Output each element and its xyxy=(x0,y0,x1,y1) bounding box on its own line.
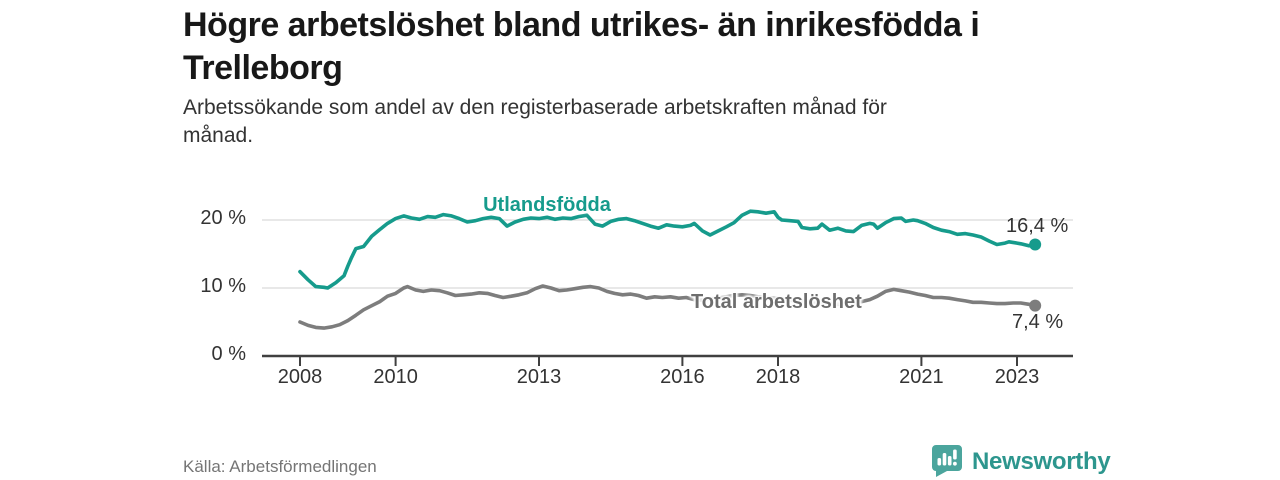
end-value-label-utlandsfodda: 16,4 % xyxy=(1006,215,1069,237)
x-axis-tick-label: 2016 xyxy=(660,366,705,388)
source-text: Källa: Arbetsförmedlingen xyxy=(183,457,377,476)
series-label-total-arbetsloshet: Total arbetslöshet xyxy=(691,291,862,313)
series-line-total-arbetsl-shet xyxy=(298,284,1037,330)
end-value-label-total: 7,4 % xyxy=(1012,311,1064,333)
series-label-utlandsfodda: Utlandsfödda xyxy=(483,194,611,216)
page-title: Högre arbetslöshet bland utrikes- än inr… xyxy=(183,6,980,87)
series-end-dot-utlandsf-dda xyxy=(1029,238,1042,251)
chart-subtitle: Arbetssökande som andel av den registerb… xyxy=(183,96,887,147)
newsworthy-wordmark: Newsworthy xyxy=(972,447,1111,475)
x-axis-tick-label: 2013 xyxy=(516,366,562,388)
x-axis-tick-label: 2018 xyxy=(755,366,801,388)
x-axis-tick-label: 2023 xyxy=(994,366,1040,388)
x-axis-tick-label: 2021 xyxy=(899,366,944,388)
series-end-dot-total-arbetsl-shet xyxy=(1029,299,1042,312)
x-axis-tick-label: 2008 xyxy=(277,366,323,388)
y-axis-tick-label: 10 % xyxy=(200,275,246,297)
newsworthy-logo[interactable]: Newsworthy xyxy=(931,444,1111,478)
y-axis-tick-label: 0 % xyxy=(211,343,246,365)
newsworthy-bubble-chart-icon xyxy=(932,445,962,477)
series-line-utlandsf-dda xyxy=(298,209,1037,290)
y-axis-tick-label: 20 % xyxy=(200,207,246,229)
x-axis-tick-label: 2010 xyxy=(373,366,418,388)
